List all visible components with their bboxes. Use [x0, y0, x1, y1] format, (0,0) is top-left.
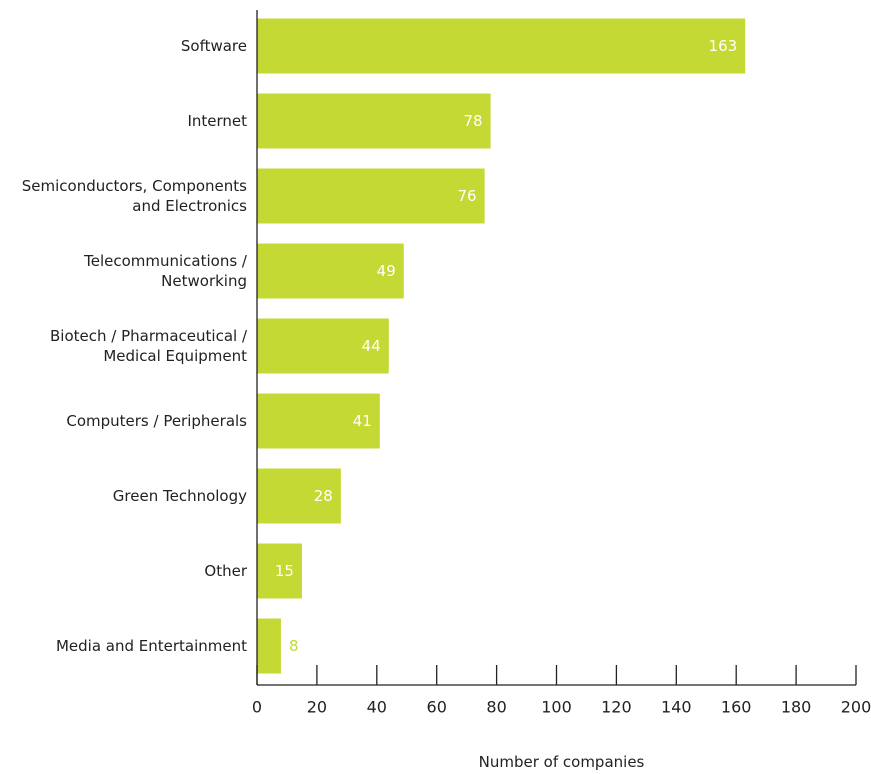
x-tick-label: 180: [781, 698, 812, 717]
category-label: Media and Entertainment: [56, 637, 247, 655]
category-label: Internet: [187, 112, 247, 130]
value-label: 15: [275, 562, 294, 580]
bar: [257, 393, 380, 449]
bar: [257, 243, 404, 299]
x-tick-label: 160: [721, 698, 752, 717]
x-tick-label: 80: [486, 698, 506, 717]
value-label: 78: [464, 112, 483, 130]
bar: [257, 618, 281, 674]
value-labels-group: 163 78 76 49 44 41 28 15 8: [275, 37, 737, 655]
category-label: Semiconductors, Components and Electronic…: [22, 177, 247, 215]
x-tick-label: 20: [307, 698, 327, 717]
bar: [257, 168, 485, 224]
x-tick-label: 120: [601, 698, 632, 717]
x-tick-label: 200: [841, 698, 871, 717]
category-label: Computers / Peripherals: [66, 412, 247, 430]
category-label: Software: [181, 37, 247, 55]
bar: [257, 318, 389, 374]
category-label: Biotech / Pharmaceutical / Medical Equipm…: [50, 327, 248, 365]
x-tick-label: 60: [427, 698, 447, 717]
bars-group: [257, 18, 746, 674]
x-tick-label: 140: [661, 698, 692, 717]
bar: [257, 93, 491, 149]
bar: [257, 18, 746, 74]
value-label: 41: [353, 412, 372, 430]
bar: [257, 543, 302, 599]
value-label: 8: [289, 637, 299, 655]
category-label: Green Technology: [113, 487, 247, 505]
value-label: 163: [709, 37, 738, 55]
x-axis-title: Number of companies: [479, 753, 645, 771]
x-ticks-group: 0 20 40 60 80 100 120 140 160 180 200: [252, 665, 871, 717]
x-tick-label: 40: [367, 698, 387, 717]
value-label: 76: [458, 187, 477, 205]
bar: [257, 468, 341, 524]
category-label: Other: [204, 562, 247, 580]
value-label: 44: [362, 337, 381, 355]
x-tick-label: 100: [541, 698, 572, 717]
category-label: Telecommunications / Networking: [83, 252, 248, 290]
value-label: 28: [314, 487, 333, 505]
value-label: 49: [377, 262, 396, 280]
x-tick-label: 0: [252, 698, 262, 717]
category-labels-group: Software Internet Semiconductors, Componen…: [22, 37, 248, 655]
